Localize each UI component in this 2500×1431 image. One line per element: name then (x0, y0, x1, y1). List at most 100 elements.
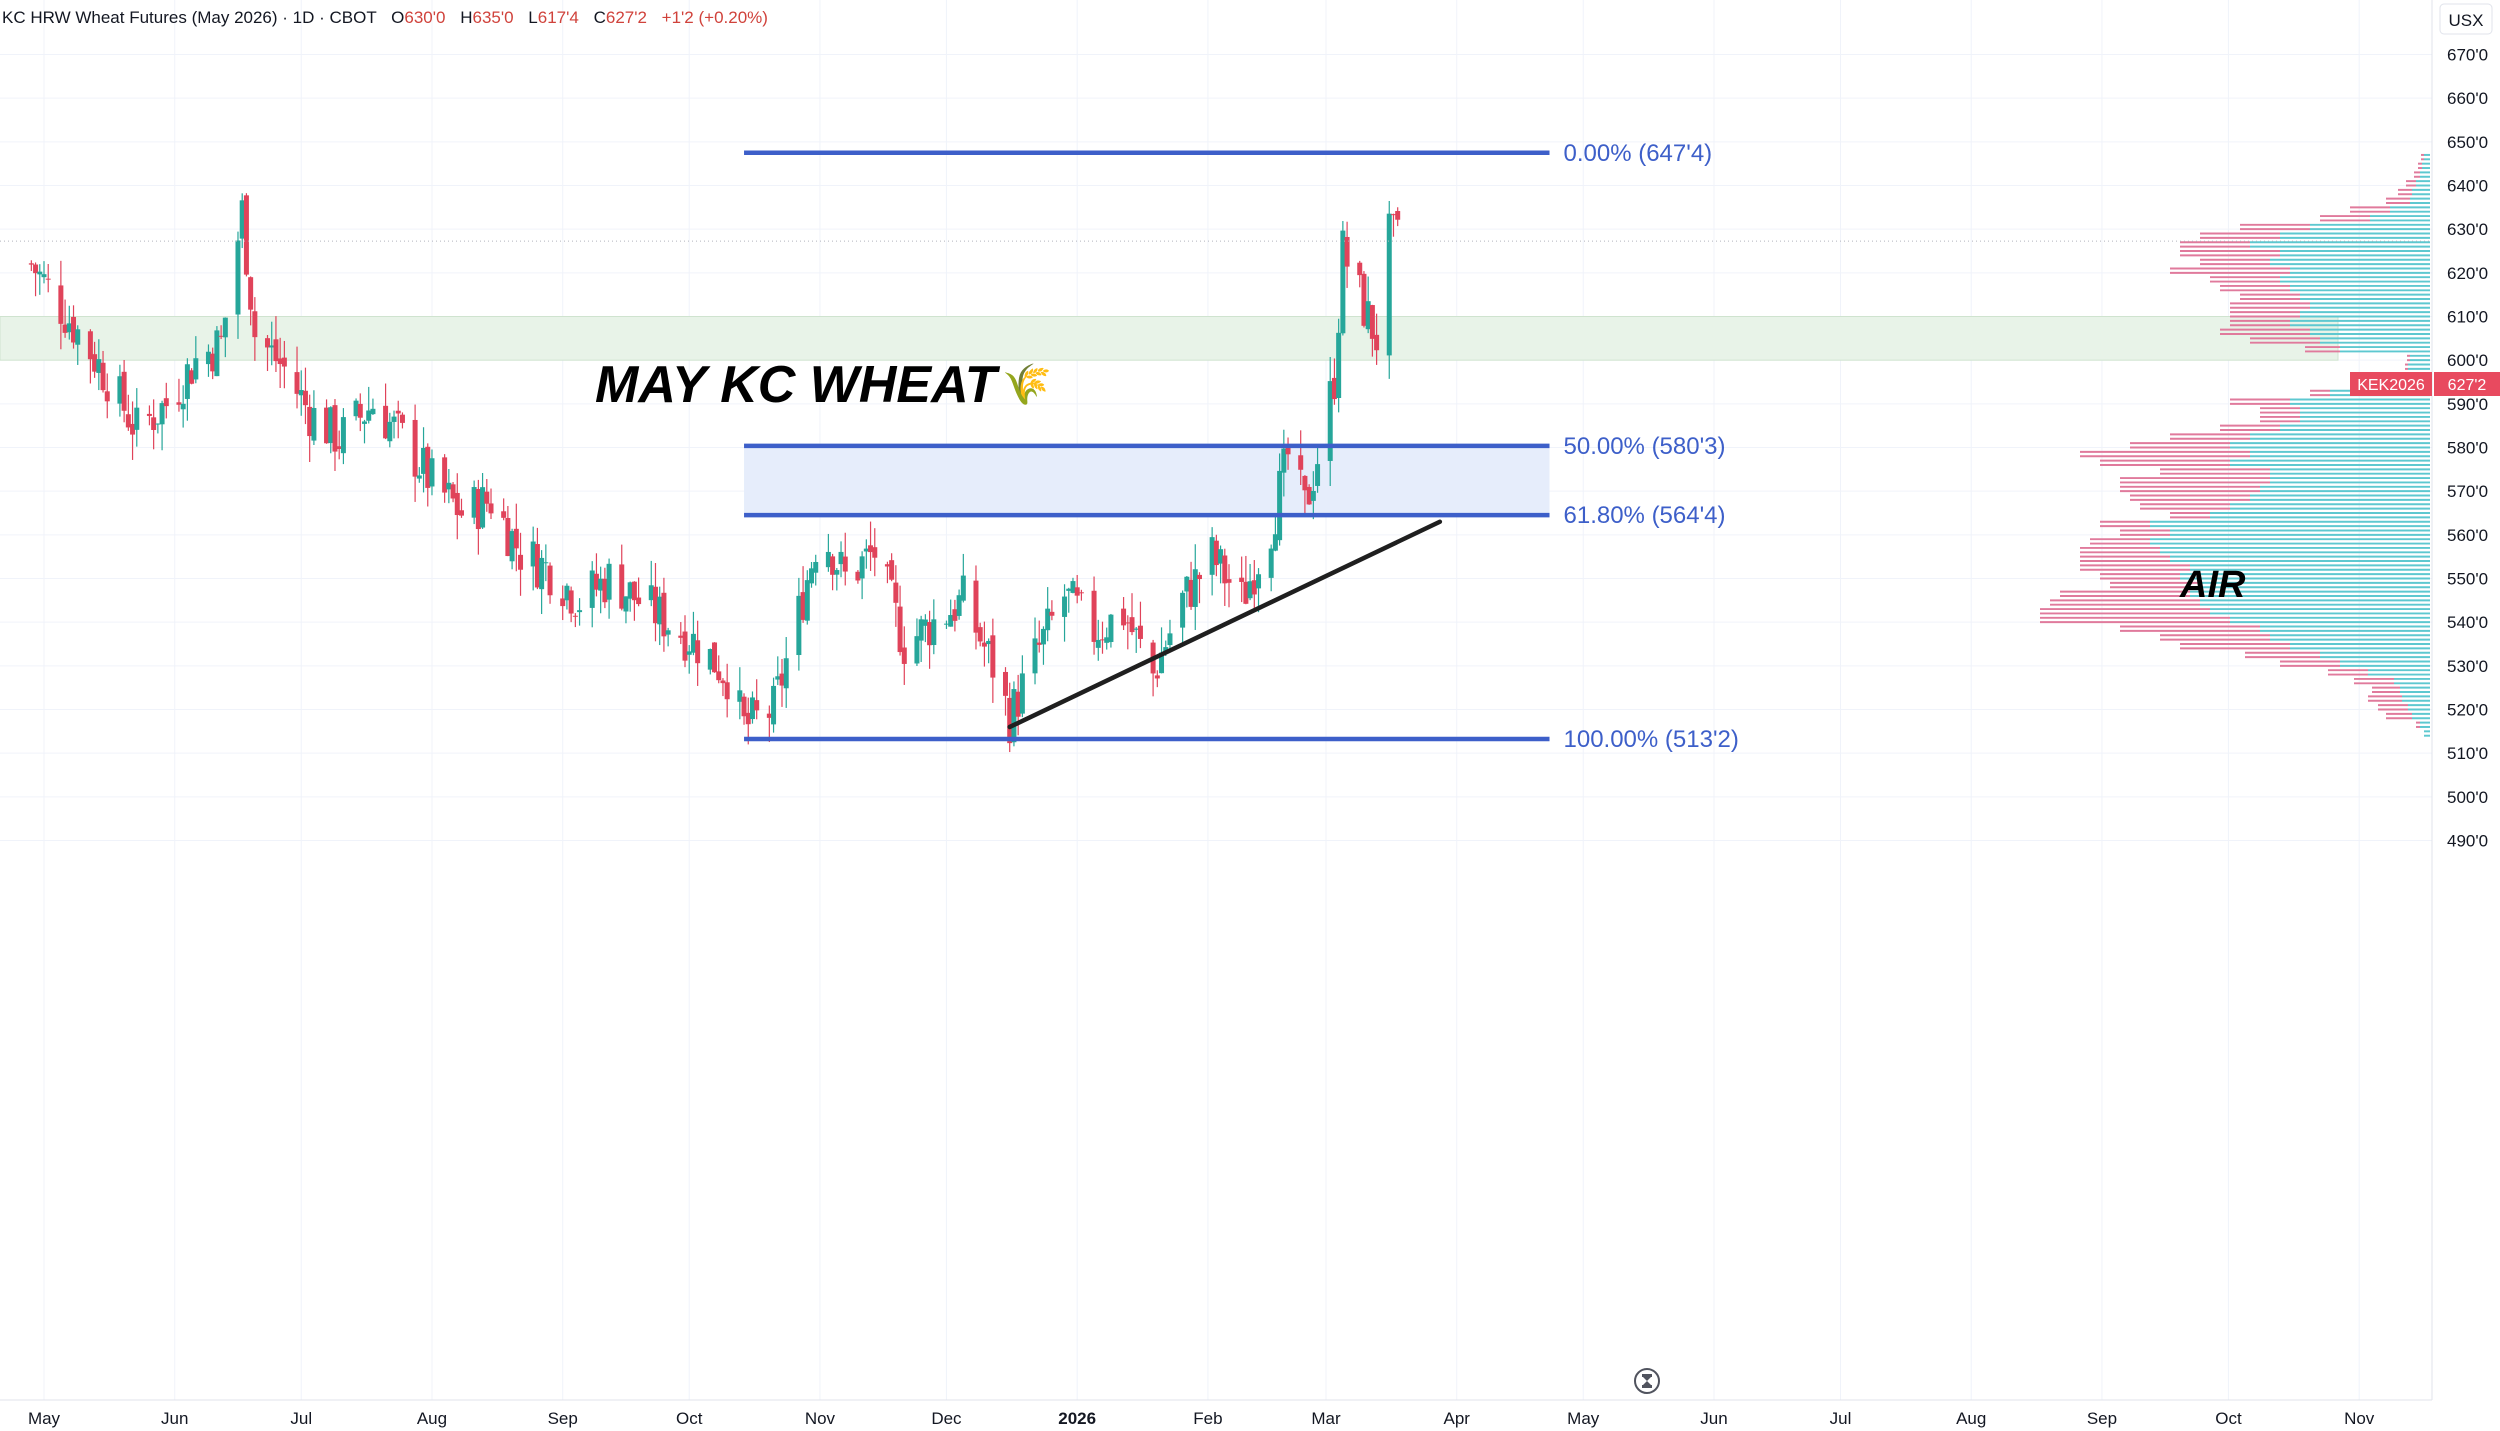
candle-body (1036, 642, 1042, 645)
price-tick-label: 490'0 (2447, 832, 2488, 851)
price-tick-label: 580'0 (2447, 439, 2488, 458)
candle-body (214, 330, 220, 377)
time-tick-label: May (28, 1409, 61, 1428)
price-tick-label: 660'0 (2447, 89, 2488, 108)
chart-legend[interactable]: KC HRW Wheat Futures (May 2026) · 1D · C… (2, 8, 768, 27)
candle-body (682, 631, 688, 661)
candle-body (1239, 577, 1245, 582)
price-tick-label: 560'0 (2447, 526, 2488, 545)
candle-body (868, 545, 874, 553)
candle-body (134, 407, 140, 430)
candle-body (1251, 580, 1257, 595)
price-tick-label: 540'0 (2447, 613, 2488, 632)
candle-body (269, 345, 275, 348)
candle-body (193, 358, 199, 380)
candle-body (534, 544, 540, 588)
candle-body (825, 551, 831, 568)
candle-body (92, 354, 98, 372)
time-tick-label: Jul (1830, 1409, 1852, 1428)
candle-body (252, 311, 258, 338)
candle-body (442, 457, 448, 493)
candle-body (619, 564, 625, 609)
air-annotation[interactable]: AIR (2179, 564, 2246, 606)
candle-body (332, 405, 338, 452)
candle-body (121, 371, 127, 411)
price-tick-label: 600'0 (2447, 351, 2488, 370)
candle-body (336, 446, 342, 449)
candle-body (914, 636, 920, 664)
candle-body (1281, 448, 1287, 473)
candle-body (981, 642, 987, 647)
candle-body (357, 403, 363, 418)
price-tick-label: 610'0 (2447, 308, 2488, 327)
candle-body (518, 554, 524, 570)
time-tick-label: Jun (161, 1409, 188, 1428)
currency-button[interactable]: USX (2439, 3, 2493, 35)
time-tick-label: Oct (676, 1409, 703, 1428)
candle-body (1137, 625, 1143, 639)
candle-body (239, 200, 245, 239)
candle-body (745, 712, 751, 725)
candle-body (1327, 381, 1333, 461)
candle-body (505, 517, 511, 557)
candle-body (922, 619, 928, 626)
time-tick-label: Nov (805, 1409, 836, 1428)
candle-body (33, 264, 39, 274)
candle-body (783, 658, 789, 689)
time-axis[interactable]: May Jun Jul Aug Sep Oct Nov Dec 2026 Feb Mar Apr May… (28, 1409, 2375, 1428)
price-tick-label: 510'0 (2447, 744, 2488, 763)
candle-body (973, 580, 979, 633)
candle-body (716, 671, 722, 681)
candle-body (1386, 213, 1392, 356)
price-badge (2434, 372, 2500, 396)
candle-body (180, 403, 186, 410)
candle-body (273, 339, 279, 362)
candle-body (1390, 214, 1396, 216)
price-tick-label: 650'0 (2447, 133, 2488, 152)
candle-body (1310, 490, 1316, 501)
candle-body (775, 676, 781, 680)
time-tick-label: Oct (2215, 1409, 2242, 1428)
candle-body (96, 359, 102, 373)
fib-retracement[interactable]: 0.00% (647'4) 50.00% (580'3) 61.80% (564'4… (744, 140, 1739, 753)
candle-body (1099, 639, 1105, 641)
candle-body (1019, 673, 1025, 714)
candle-body (1336, 332, 1342, 398)
candle-body (627, 582, 633, 599)
price-badge-text: 627'2 (2448, 377, 2487, 394)
candle-body (1218, 549, 1224, 564)
candle-body (1104, 637, 1110, 643)
candle-body (480, 487, 486, 528)
wheat-icon: 🌾 (1002, 363, 1052, 407)
candle-body (948, 615, 954, 627)
time-tick-label: Aug (1956, 1409, 1986, 1428)
timezone-icon[interactable] (1634, 1368, 1660, 1394)
candle-body (564, 585, 570, 601)
candle-body (1125, 622, 1131, 624)
candle-body (1180, 592, 1186, 628)
trendline[interactable] (1007, 519, 1443, 730)
candle-body (353, 400, 359, 417)
candle-body (623, 596, 629, 612)
candle-body (589, 570, 595, 608)
candle-body (1357, 262, 1363, 276)
price-tick-label: 530'0 (2447, 657, 2488, 676)
candle-body (1095, 639, 1101, 648)
candle-body (665, 630, 671, 635)
candle-body (324, 407, 330, 444)
chart-title-annotation[interactable]: MAY KC WHEAT 🌾 (595, 356, 1052, 414)
candle-body (1331, 377, 1337, 400)
candle-body (1374, 334, 1380, 351)
candle-body (842, 556, 848, 572)
price-axis[interactable]: 490'0 500'0 510'0 520'0 530'0 540'0 550'0 560'0… (2447, 46, 2488, 851)
candle-body (475, 488, 481, 530)
time-tick-label: 2026 (1058, 1409, 1096, 1428)
support-zone (0, 316, 2339, 361)
candle-body (1369, 305, 1375, 339)
fib-level-label: 100.00% (513'2) (1564, 726, 1739, 753)
candle-body (657, 596, 663, 625)
candle-body (1298, 455, 1304, 470)
candle-body (425, 446, 431, 488)
candle-body (530, 541, 536, 567)
